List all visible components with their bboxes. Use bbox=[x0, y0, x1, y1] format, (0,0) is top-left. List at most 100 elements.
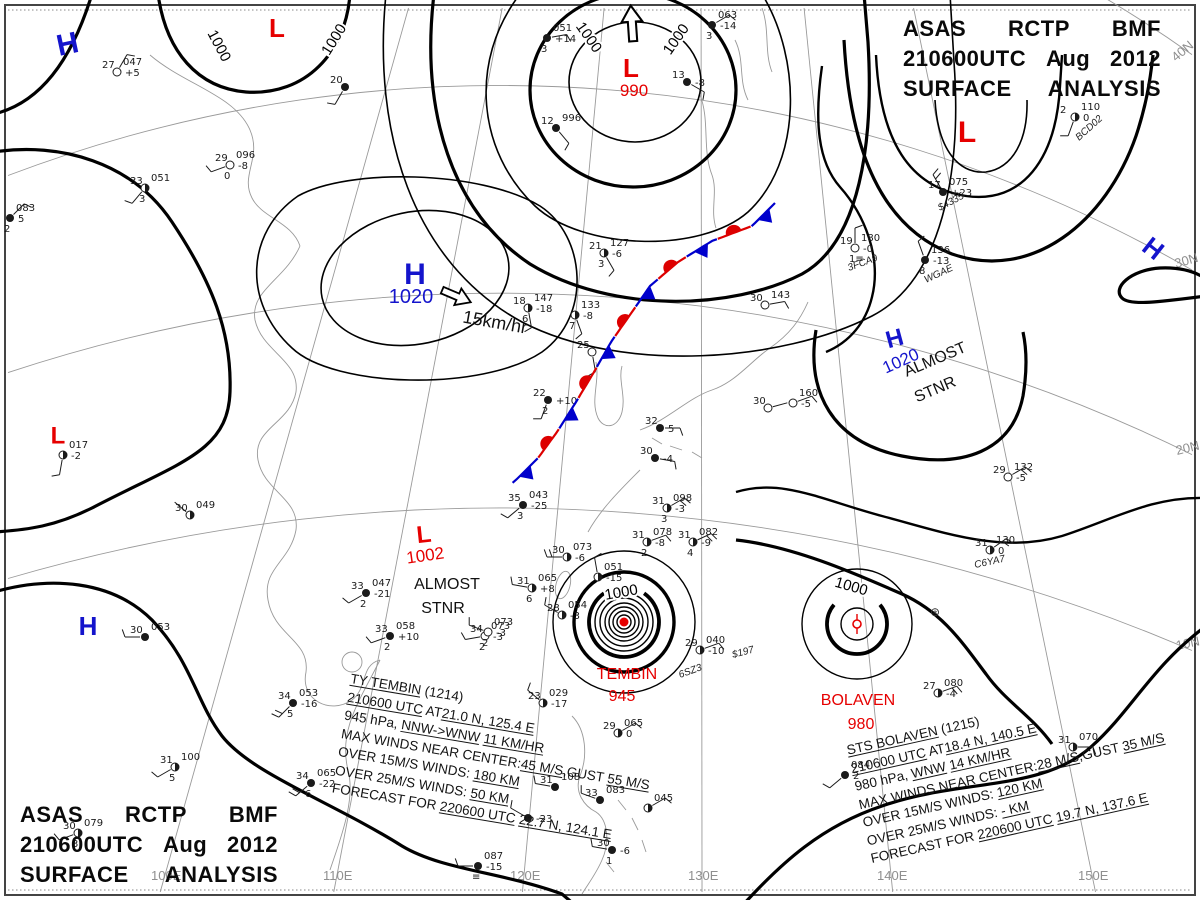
wind-barb-tick bbox=[51, 474, 60, 477]
latitude-line bbox=[7, 507, 1193, 651]
longitude-line bbox=[803, 7, 894, 893]
station-plot: 21 127-6 3 bbox=[589, 238, 629, 277]
station-pressure: 047 bbox=[123, 57, 142, 68]
wind-barb-tick bbox=[342, 597, 350, 604]
station-plot: 29 096-8 0 bbox=[205, 150, 255, 182]
stationary-front bbox=[511, 202, 776, 484]
station-tendency: -2 bbox=[71, 451, 81, 462]
station-tendency: -6 bbox=[620, 846, 630, 857]
wind-barb-shaft bbox=[942, 685, 957, 692]
station-weather-symbol: ≡ bbox=[472, 872, 480, 883]
cloud-cover-symbol bbox=[551, 783, 559, 791]
station-pressure: 127 bbox=[610, 238, 629, 249]
wind-barb-tick bbox=[544, 597, 547, 606]
station-tendency: -8 bbox=[583, 311, 593, 322]
station-temperature: 30 bbox=[750, 293, 763, 304]
station-temperature: 31 bbox=[975, 538, 988, 549]
station-pressure: 132 bbox=[1014, 462, 1033, 473]
wind-barb-shaft bbox=[659, 458, 675, 462]
cloud-cover-half bbox=[190, 511, 194, 519]
cloud-cover-symbol bbox=[651, 454, 659, 462]
station-tendency: -0 bbox=[863, 244, 873, 255]
station-weather-symbol: 2 bbox=[479, 642, 485, 653]
cloud-cover-symbol bbox=[763, 403, 773, 413]
cloud-cover-symbol bbox=[543, 34, 551, 42]
station-weather-symbol: 1≡ bbox=[849, 254, 864, 265]
wind-barb-tick bbox=[956, 685, 963, 693]
station-plot: 30 079 3 bbox=[53, 818, 103, 850]
station-temperature: 22 bbox=[533, 388, 546, 399]
wind-barb-tick bbox=[594, 552, 602, 558]
wind-barb-tick bbox=[854, 224, 863, 229]
wind-barb-tick bbox=[271, 713, 280, 718]
station-plot: 29 040-10 bbox=[685, 635, 725, 657]
wind-barb-shaft bbox=[769, 301, 785, 305]
cloud-cover-half bbox=[532, 584, 536, 592]
wind-barb-tick bbox=[784, 301, 790, 309]
station-plot: 045 bbox=[643, 793, 673, 813]
isobar-value-label: 1000 bbox=[660, 21, 693, 58]
cloud-cover-symbol bbox=[760, 300, 770, 310]
wind-barb-tick bbox=[932, 168, 939, 176]
station-temperature: 30 bbox=[597, 838, 610, 849]
station-tendency: -14 bbox=[720, 21, 736, 32]
station-temperature: 29 bbox=[685, 638, 698, 649]
station-pressure: 078 bbox=[653, 527, 672, 538]
station-plot: 31 078-8 2 bbox=[632, 527, 672, 559]
wind-barb-tick bbox=[710, 533, 718, 540]
wind-barb-tick bbox=[634, 722, 642, 729]
wind-barb-tick bbox=[822, 783, 830, 789]
station-temperature: 34 bbox=[278, 691, 291, 702]
station-plot: 136-13 8 bbox=[917, 235, 950, 277]
station-tendency: -3 bbox=[496, 628, 506, 639]
wind-barb-shaft bbox=[993, 538, 1007, 548]
station-tendency: +23 bbox=[951, 188, 972, 199]
station-tendency: 0 bbox=[1083, 113, 1089, 124]
typhoon-ring bbox=[604, 602, 644, 642]
wind-barb-shaft bbox=[1067, 121, 1074, 136]
cloud-cover-half bbox=[562, 611, 566, 619]
typhoon-ring-broken bbox=[825, 603, 889, 656]
station-pressure: 147 bbox=[534, 293, 553, 304]
front-line-segment bbox=[537, 428, 560, 459]
cloud-cover-symbol bbox=[483, 627, 493, 637]
cloud-cover-half bbox=[567, 553, 571, 561]
cloud-cover-half bbox=[145, 184, 149, 192]
isobar-value-label: 1000 bbox=[318, 21, 350, 58]
station-temperature: 19 bbox=[840, 236, 853, 247]
wind-barb-tick bbox=[124, 200, 133, 204]
wind-barb-shaft bbox=[278, 706, 290, 718]
front-line-segment bbox=[750, 202, 776, 227]
station-temperature: 31 bbox=[517, 576, 530, 587]
station-weather-symbol: 3 bbox=[139, 194, 145, 205]
station-plot: 33 058+10 2 bbox=[365, 621, 419, 653]
station-temperature: 28 bbox=[547, 603, 560, 614]
cloud-cover-half bbox=[618, 729, 622, 737]
station-pressure: 051 bbox=[604, 562, 623, 573]
typhoon-name-label: BOLAVEN bbox=[821, 692, 895, 709]
cloud-cover-half bbox=[938, 689, 942, 697]
station-plot: 30 143 bbox=[750, 290, 790, 310]
station-pressure: 053 bbox=[151, 622, 170, 633]
station-plot: 30 -6 1 bbox=[590, 838, 630, 867]
cloud-cover-half bbox=[647, 538, 651, 546]
cloud-cover-half bbox=[78, 829, 82, 837]
station-pressure: 108 bbox=[561, 772, 580, 783]
cloud-cover-symbol bbox=[6, 214, 14, 222]
wind-barb-tick bbox=[53, 833, 60, 841]
ship-callsign: $197 bbox=[730, 644, 756, 661]
latitude-line bbox=[7, 85, 1193, 271]
typhoon-ring bbox=[594, 592, 654, 652]
cloud-cover-symbol bbox=[788, 398, 798, 408]
station-tendency: +14 bbox=[555, 34, 576, 45]
cloud-cover-half bbox=[1075, 113, 1079, 121]
cloud-cover-symbol bbox=[608, 846, 616, 854]
station-tendency: 5 bbox=[668, 424, 674, 435]
wind-barb-tick bbox=[365, 636, 372, 644]
wind-barb-tick bbox=[951, 687, 958, 695]
station-temperature: 33 bbox=[375, 624, 388, 635]
station-temperature: 30 bbox=[63, 821, 76, 832]
wind-barb-shaft bbox=[540, 404, 547, 419]
station-plot: 33 083 bbox=[580, 785, 625, 804]
